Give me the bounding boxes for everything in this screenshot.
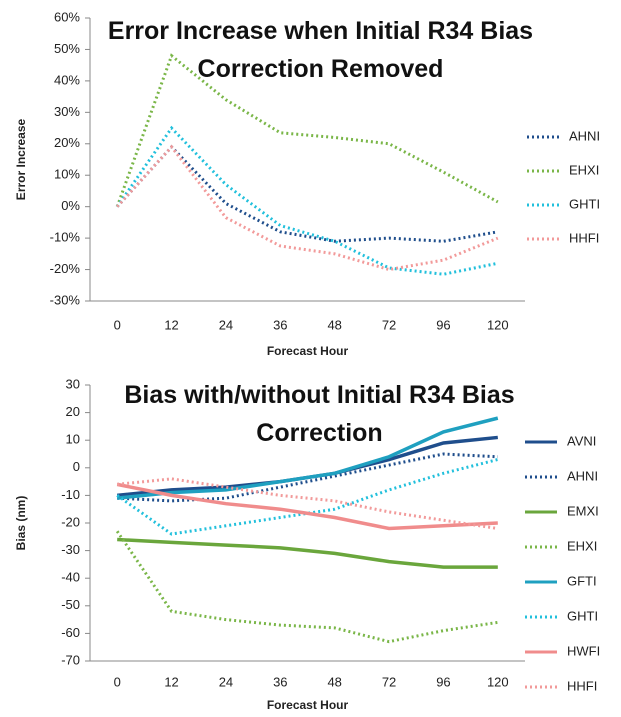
y-tick-label: 0% [61, 198, 80, 213]
x-tick-label: 24 [219, 317, 233, 332]
x-tick-label: 36 [273, 317, 287, 332]
chart-title: Bias with/without Initial R34 Bias Corre… [124, 381, 515, 447]
x-tick-label: 12 [164, 674, 178, 689]
series-line [115, 530, 499, 644]
y-tick-label: 20% [54, 135, 80, 150]
y-tick-label: -70 [61, 652, 80, 667]
legend-label: AHNI [567, 468, 598, 483]
series-line [117, 537, 498, 569]
y-tick-label: -40 [61, 570, 80, 585]
y-tick-label: -50 [61, 597, 80, 612]
legend-label: EHXI [567, 538, 597, 553]
y-tick-label: -20% [50, 261, 81, 276]
chart-title: Error Increase when Initial R34 Bias Cor… [107, 17, 534, 83]
y-tick-label: 0 [73, 459, 80, 474]
x-tick-label: 120 [487, 317, 509, 332]
y-axis-title: Bias (nm) [14, 496, 28, 551]
x-tick-label: 120 [487, 674, 509, 689]
x-tick-label: 72 [382, 317, 396, 332]
series-line [116, 482, 498, 531]
legend-label: GFTI [567, 573, 597, 588]
x-axis-title: Forecast Hour [267, 344, 349, 358]
y-tick-label: -60 [61, 625, 80, 640]
legend-label: EMXI [567, 503, 599, 518]
y-tick-label: 60% [54, 9, 80, 24]
y-tick-label: -20 [61, 514, 80, 529]
y-tick-label: -30% [50, 292, 81, 307]
legend-label: EHXI [569, 162, 599, 177]
x-tick-label: 96 [436, 674, 450, 689]
y-axis-title: Error Increase [14, 118, 28, 200]
x-tick-label: 12 [164, 317, 178, 332]
x-tick-label: 48 [327, 674, 341, 689]
series-line [115, 53, 499, 208]
legend-label: HHFI [569, 230, 599, 245]
series-line [116, 144, 499, 243]
x-axis-title: Forecast Hour [267, 698, 349, 712]
x-tick-label: 24 [219, 674, 233, 689]
series-line [117, 416, 499, 500]
series-line [117, 477, 499, 531]
legend-label: HHFI [567, 678, 597, 693]
legend-label: GHTI [567, 608, 598, 623]
x-tick-label: 0 [114, 674, 121, 689]
y-tick-label: -10% [50, 230, 81, 245]
x-tick-label: 72 [382, 674, 396, 689]
series-line [116, 144, 499, 272]
y-tick-label: 10 [66, 432, 80, 447]
legend-label: GHTI [569, 196, 600, 211]
series-line [115, 125, 499, 276]
x-tick-label: 96 [436, 317, 450, 332]
y-tick-label: -10 [61, 487, 80, 502]
series-line [117, 452, 498, 503]
y-tick-label: -30 [61, 542, 80, 557]
x-tick-label: 0 [114, 317, 121, 332]
legend-label: AHNI [569, 128, 600, 143]
y-tick-label: 40% [54, 72, 80, 87]
legend-label: AVNI [567, 433, 596, 448]
x-tick-label: 36 [273, 674, 287, 689]
y-tick-label: 50% [54, 41, 80, 56]
y-tick-label: 20 [66, 404, 80, 419]
legend-label: HWFI [567, 643, 600, 658]
series-line [116, 458, 499, 536]
y-tick-label: 10% [54, 167, 80, 182]
x-tick-label: 48 [327, 317, 341, 332]
y-tick-label: 30% [54, 104, 80, 119]
y-tick-label: 30 [66, 376, 80, 391]
